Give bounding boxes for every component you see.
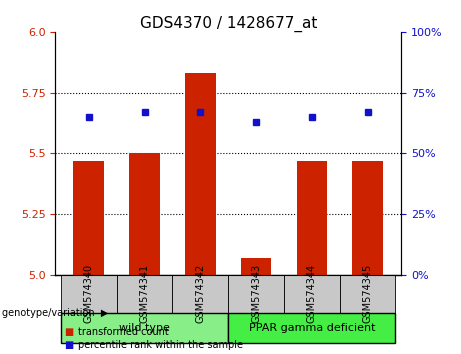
FancyBboxPatch shape	[228, 275, 284, 313]
Text: GSM574340: GSM574340	[84, 264, 94, 323]
Text: transformed count: transformed count	[78, 327, 169, 337]
Text: GSM574342: GSM574342	[195, 264, 205, 323]
Bar	[241, 258, 272, 275]
Bar	[296, 160, 327, 275]
Text: GSM574345: GSM574345	[363, 264, 372, 323]
Text: percentile rank within the sample: percentile rank within the sample	[78, 340, 243, 350]
Bar	[129, 153, 160, 275]
Bar	[185, 73, 216, 275]
Text: genotype/variation  ▶: genotype/variation ▶	[2, 308, 109, 318]
FancyBboxPatch shape	[284, 275, 340, 313]
Text: GSM574344: GSM574344	[307, 264, 317, 323]
FancyBboxPatch shape	[340, 275, 396, 313]
Text: PPAR gamma deficient: PPAR gamma deficient	[248, 323, 375, 333]
Text: GSM574343: GSM574343	[251, 264, 261, 323]
FancyBboxPatch shape	[228, 313, 396, 343]
Text: ■: ■	[65, 327, 74, 337]
Text: GSM574341: GSM574341	[140, 264, 149, 323]
Bar	[73, 160, 104, 275]
Title: GDS4370 / 1428677_at: GDS4370 / 1428677_at	[140, 16, 317, 32]
Bar	[352, 160, 383, 275]
Text: ■: ■	[65, 340, 74, 350]
FancyBboxPatch shape	[61, 275, 117, 313]
FancyBboxPatch shape	[172, 275, 228, 313]
FancyBboxPatch shape	[117, 275, 172, 313]
FancyBboxPatch shape	[61, 313, 228, 343]
Text: wild type: wild type	[119, 323, 170, 333]
